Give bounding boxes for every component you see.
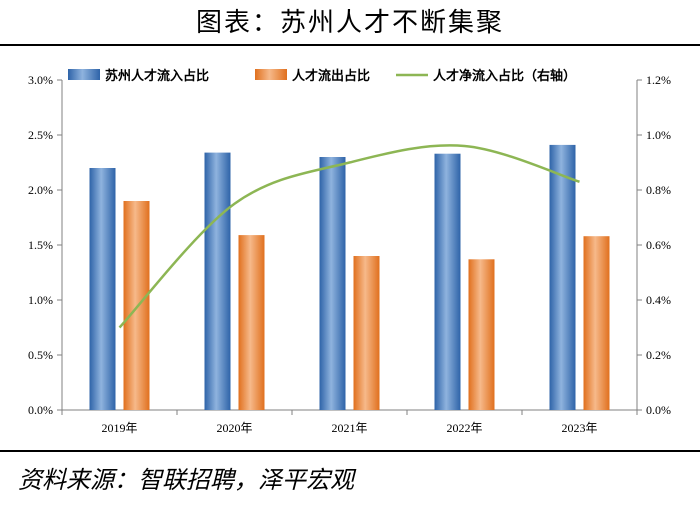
right-tick-label: 1.2% (646, 73, 671, 87)
outflow-bar (353, 256, 380, 410)
legend-label: 人才净流入占比（右轴） (433, 68, 576, 84)
outflow-bar (583, 236, 610, 410)
outflow-bar (238, 235, 265, 410)
right-tick-label: 0.6% (646, 238, 671, 252)
legend-swatch (68, 69, 100, 80)
left-tick-label: 2.5% (28, 128, 53, 142)
title-divider (0, 44, 700, 46)
inflow-bar (204, 152, 231, 410)
x-tick-label: 2021年 (331, 421, 367, 435)
left-tick-label: 3.0% (28, 73, 53, 87)
net-inflow-line (118, 144, 580, 329)
x-tick-label: 2023年 (561, 421, 597, 435)
x-tick-label: 2020年 (216, 421, 252, 435)
left-tick-label: 2.0% (28, 183, 53, 197)
x-tick-label: 2019年 (101, 421, 137, 435)
left-tick-label: 1.0% (28, 293, 53, 307)
left-tick-label: 0.5% (28, 348, 53, 362)
inflow-bar (434, 153, 461, 410)
left-tick-label: 1.5% (28, 238, 53, 252)
x-tick-label: 2022年 (446, 421, 482, 435)
outflow-bar (468, 259, 495, 410)
right-tick-label: 0.8% (646, 183, 671, 197)
footer-divider (0, 450, 700, 452)
right-tick-label: 0.0% (646, 403, 671, 417)
source-note: 资料来源：智联招聘，泽平宏观 (18, 466, 354, 494)
legend-label: 人才流出占比 (292, 68, 370, 84)
page-title: 图表：苏州人才不断集聚 (195, 8, 504, 38)
chart: 0.0% 0.5% 1.0% 1.5% 2.0% 2.5% 3.0% 0.0% 0.2% 0.4%… (28, 68, 671, 435)
right-tick-label: 1.0% (646, 128, 671, 142)
legend-swatch (255, 69, 287, 80)
right-tick-label: 0.2% (646, 348, 671, 362)
left-tick-label: 0.0% (28, 403, 53, 417)
inflow-bar (89, 168, 116, 410)
outflow-bar (123, 201, 150, 410)
right-tick-label: 0.4% (646, 293, 671, 307)
inflow-bar (549, 144, 576, 410)
legend-label: 苏州人才流入占比 (105, 68, 209, 84)
inflow-bar (319, 157, 346, 410)
